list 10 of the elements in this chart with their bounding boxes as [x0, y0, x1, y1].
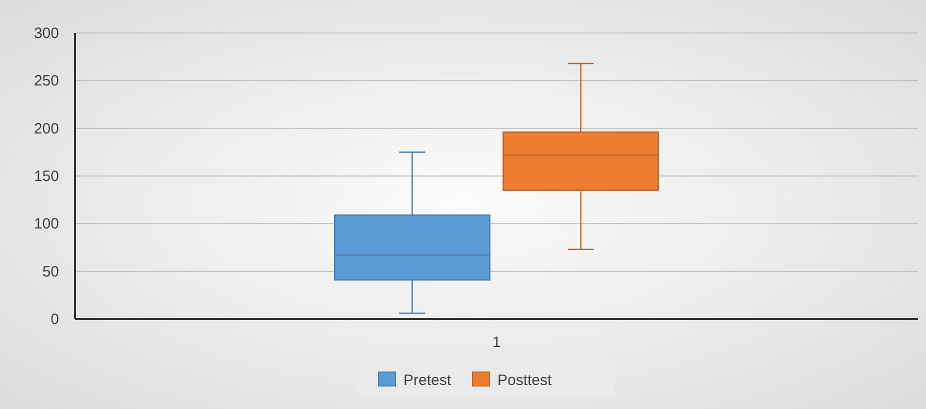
legend-label: Pretest	[404, 372, 452, 389]
y-tick-label: 100	[34, 216, 59, 233]
y-tick-label: 250	[34, 72, 59, 90]
y-tick-label: 50	[42, 263, 59, 280]
x-tick-label: 1	[492, 334, 501, 351]
y-tick-label: 150	[34, 168, 59, 185]
legend-label: Posttest	[498, 372, 553, 389]
y-tick-label: 300	[34, 25, 59, 42]
y-tick-label: 200	[34, 120, 59, 138]
y-tick-label: 0	[50, 311, 59, 328]
